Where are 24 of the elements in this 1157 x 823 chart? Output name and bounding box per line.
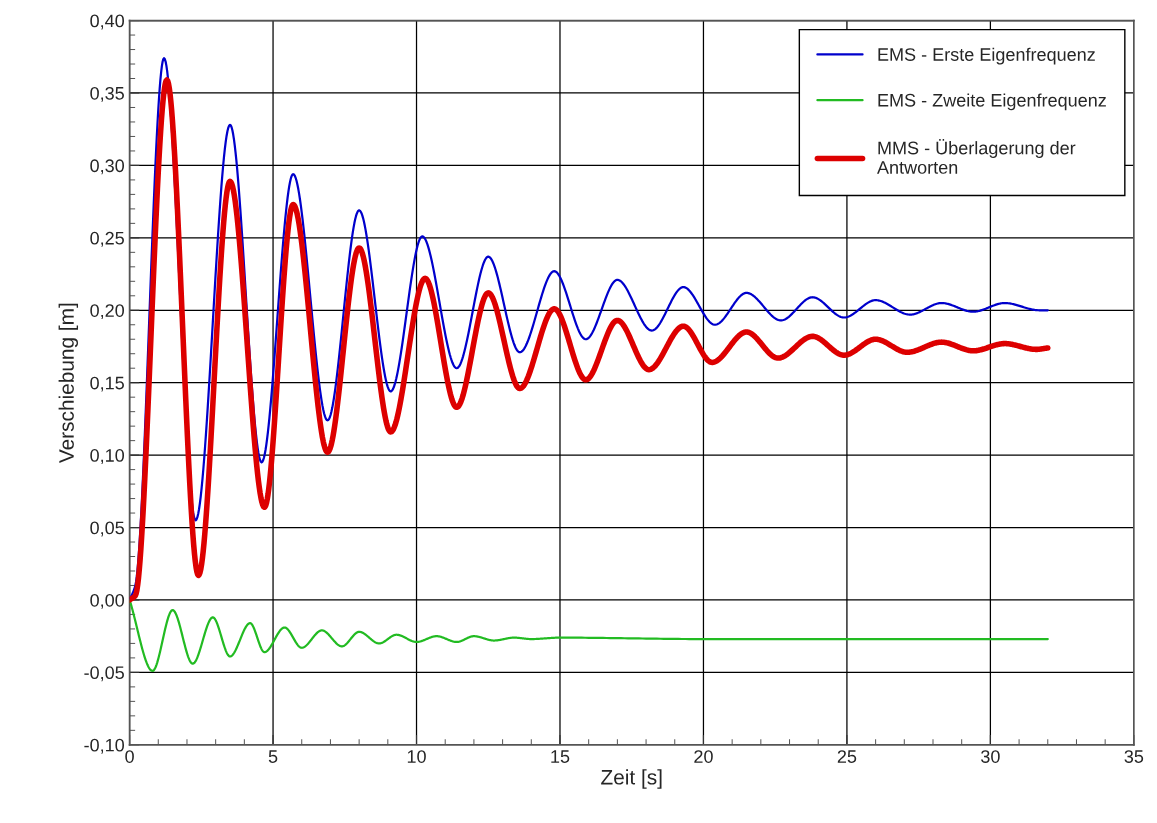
x-tick-label: 20 <box>694 750 713 763</box>
x-tick-label: 35 <box>1124 750 1144 763</box>
y-tick-label: 0,35 <box>90 86 124 102</box>
legend-label: EMS - Erste Eigenfrequenz <box>878 47 1095 65</box>
x-tick-label: 30 <box>981 750 1000 763</box>
y-tick-label: -0,10 <box>84 738 125 754</box>
x-tick-label: 0 <box>125 750 134 763</box>
y-tick-label: 0,30 <box>90 159 125 175</box>
y-tick-label: -0,05 <box>84 666 124 682</box>
x-tick-label: 15 <box>551 750 570 763</box>
y-tick-label: 0,25 <box>90 231 124 247</box>
x-tick-label: 10 <box>407 750 426 763</box>
y-tick-label: 0,05 <box>90 521 124 537</box>
y-tick-label: 0,20 <box>90 304 125 320</box>
y-tick-label: 0,00 <box>90 593 125 609</box>
y-axis-title: Verschiebung [m] <box>58 303 79 464</box>
x-tick-label: 25 <box>837 750 857 763</box>
legend-label: EMS - Zweite Eigenfrequenz <box>878 93 1106 111</box>
y-tick-label: 0,10 <box>90 449 125 464</box>
legend-label: MMS - Überlagerung der Antworten <box>877 139 1076 174</box>
x-tick-label: 5 <box>268 750 278 763</box>
y-tick-label: 0,40 <box>90 14 125 30</box>
x-axis-title: Zeit [s] <box>601 769 662 789</box>
y-tick-label: 0,15 <box>90 376 124 392</box>
